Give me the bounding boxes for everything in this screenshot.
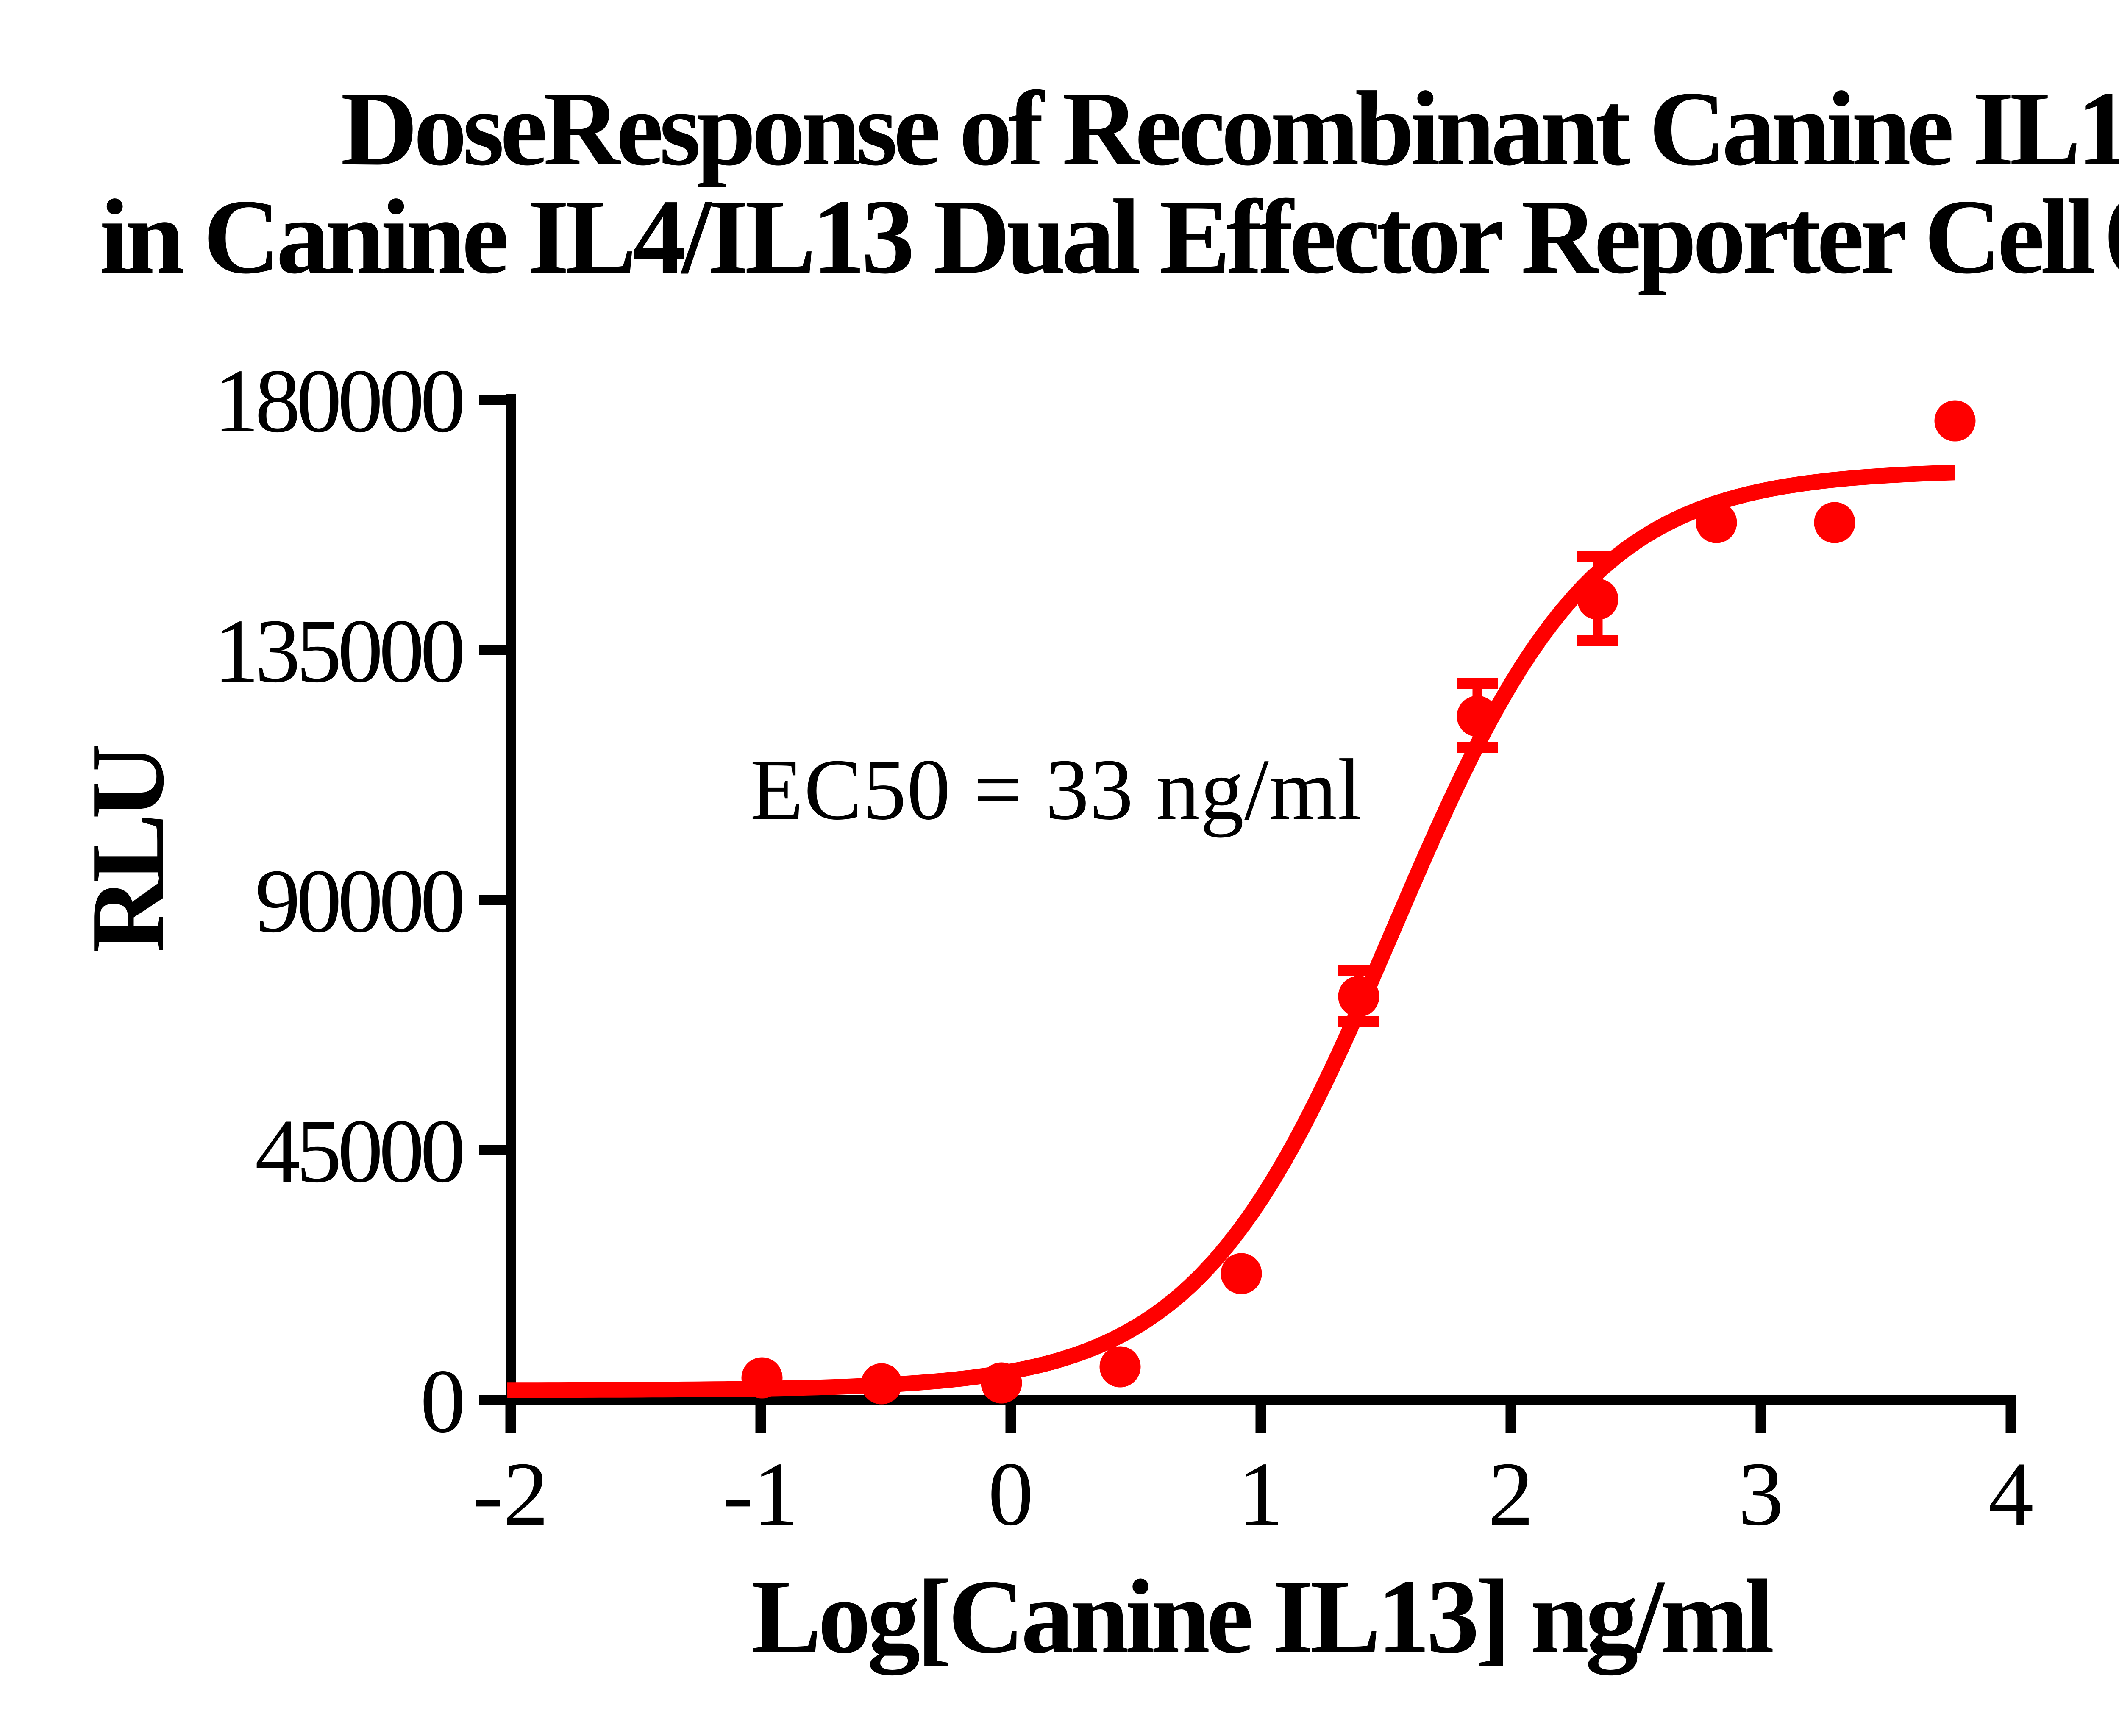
- svg-text:45000: 45000: [255, 1100, 463, 1202]
- svg-text:135000: 135000: [214, 600, 463, 701]
- svg-text:3: 3: [1738, 1443, 1784, 1544]
- svg-text:4: 4: [1988, 1443, 2034, 1544]
- svg-text:1: 1: [1238, 1443, 1284, 1544]
- svg-text:90000: 90000: [255, 850, 463, 951]
- svg-text:2: 2: [1488, 1443, 1534, 1544]
- svg-text:-2: -2: [473, 1443, 548, 1544]
- svg-text:RLU: RLU: [70, 746, 186, 953]
- svg-text:DoseResponse of Recombinant Ca: DoseResponse of Recombinant Canine IL13: [341, 69, 2119, 188]
- svg-text:EC50 = 33 ng/ml: EC50 = 33 ng/ml: [750, 741, 1363, 838]
- svg-text:180000: 180000: [214, 350, 463, 451]
- svg-text:in Canine IL4/IL13 Dual Effect: in Canine IL4/IL13 Dual Effector Reporte…: [100, 175, 2119, 296]
- svg-text:0: 0: [420, 1350, 463, 1452]
- svg-text:Log[Canine IL13] ng/ml: Log[Canine IL13] ng/ml: [751, 1558, 1773, 1675]
- svg-text:0: 0: [988, 1443, 1034, 1544]
- svg-text:-1: -1: [723, 1443, 798, 1544]
